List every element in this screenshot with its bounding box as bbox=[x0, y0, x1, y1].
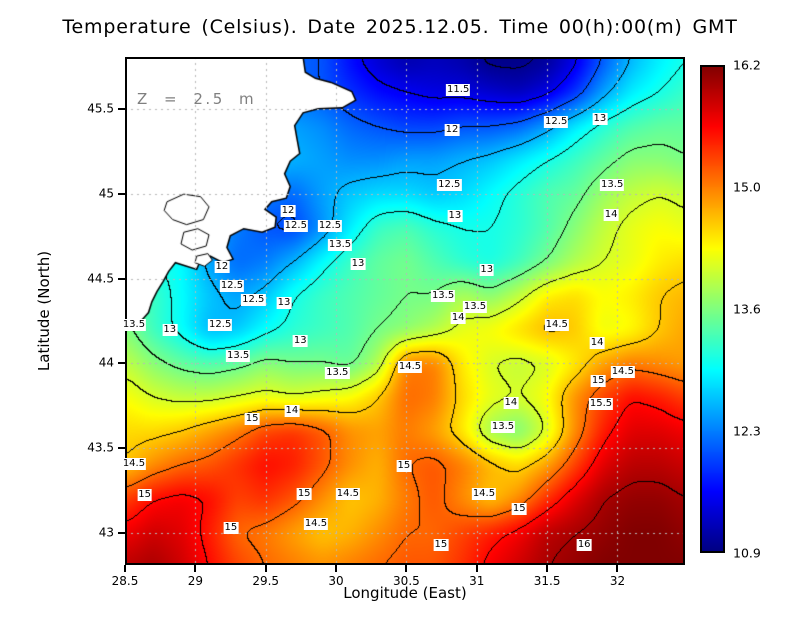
y-tick-label: 43 bbox=[98, 525, 114, 540]
colorbar: 16.2 15.0 13.6 12.3 10.9 bbox=[700, 58, 761, 561]
y-tick-mark bbox=[118, 531, 125, 534]
colorbar-gradient bbox=[700, 65, 725, 553]
x-tick-mark bbox=[335, 565, 338, 572]
temperature-field-canvas bbox=[125, 57, 685, 565]
x-tick-mark bbox=[124, 565, 126, 572]
y-tick-mark bbox=[118, 277, 125, 280]
y-tick-mark bbox=[118, 362, 125, 365]
x-tick-mark bbox=[475, 565, 478, 572]
x-tick-label: 28.5 bbox=[111, 574, 139, 588]
y-tick-label: 44.5 bbox=[87, 271, 114, 286]
colorbar-tick-label: 13.6 bbox=[733, 301, 761, 317]
colorbar-tick-label: 15.0 bbox=[733, 179, 761, 195]
colorbar-tick-label: 10.9 bbox=[733, 545, 761, 561]
y-tick-label: 45.5 bbox=[87, 101, 114, 116]
y-tick-mark bbox=[118, 193, 125, 196]
colorbar-tick-label: 12.3 bbox=[733, 423, 761, 439]
x-tick-label: 30 bbox=[328, 574, 344, 588]
x-tick-mark bbox=[405, 565, 408, 572]
chart-title: Temperature (Celsius). Date 2025.12.05. … bbox=[62, 16, 738, 38]
x-axis-label: Longitude (East) bbox=[343, 584, 467, 602]
x-tick-label: 29.5 bbox=[252, 574, 280, 588]
x-tick-mark bbox=[264, 565, 267, 572]
x-tick-mark bbox=[194, 565, 197, 572]
x-tick-label: 31 bbox=[469, 574, 485, 588]
x-tick-label: 29 bbox=[187, 574, 203, 588]
x-tick-label: 30.5 bbox=[393, 574, 420, 588]
x-tick-label: 31.5 bbox=[533, 574, 561, 588]
colorbar-tick-label: 16.2 bbox=[733, 57, 761, 73]
x-tick-mark bbox=[616, 565, 619, 572]
y-tick-label: 45 bbox=[98, 186, 114, 201]
y-tick-label: 44 bbox=[98, 355, 114, 370]
y-axis-label: Latitude (North) bbox=[35, 250, 53, 372]
plot-area: 11.5 12 12.5 13 12.5 13.5 14 12 12.5 12.5 13 13.5 13… bbox=[87, 57, 685, 588]
y-tick-mark bbox=[118, 447, 125, 450]
depth-annotation: Z = 2.5 m bbox=[137, 90, 257, 108]
y-tick-label: 43.5 bbox=[87, 440, 114, 455]
x-tick-mark bbox=[546, 565, 549, 572]
x-tick-label: 32 bbox=[609, 574, 626, 588]
y-tick-mark bbox=[118, 108, 125, 111]
